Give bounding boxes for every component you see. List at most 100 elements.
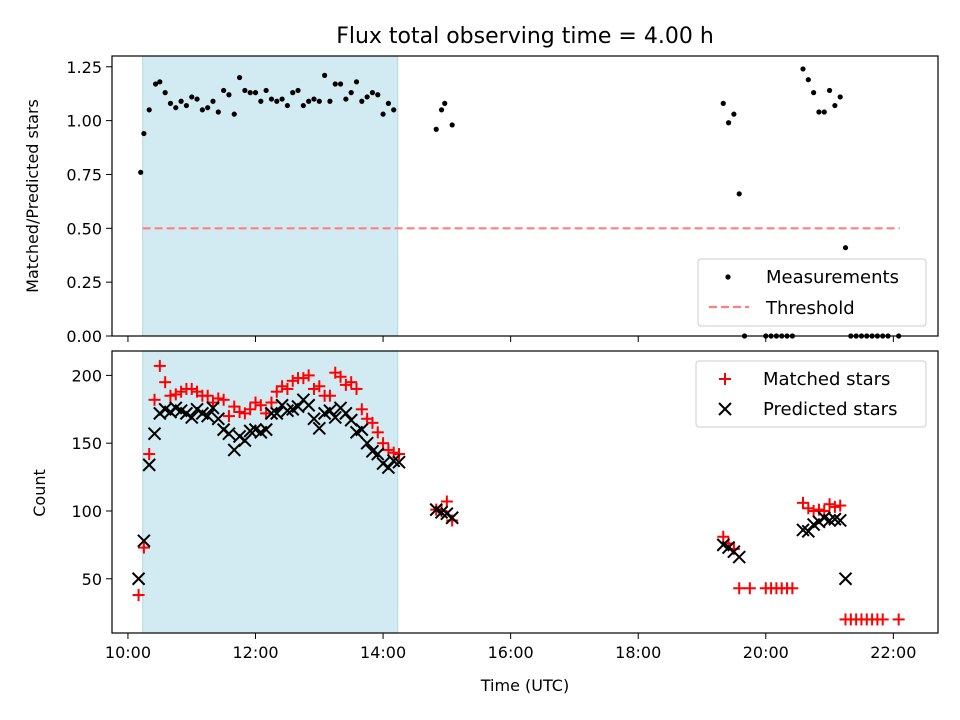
point-measurements bbox=[141, 130, 147, 137]
point-measurements bbox=[800, 66, 806, 72]
axes-frame bbox=[111, 350, 939, 634]
point-matched-stars bbox=[175, 385, 188, 398]
top-ylabel: Matched/Predicted stars bbox=[23, 99, 42, 293]
point-measurements bbox=[375, 92, 381, 98]
point-measurements bbox=[279, 96, 285, 102]
point-matched-stars bbox=[297, 372, 310, 385]
point-measurements bbox=[242, 87, 248, 94]
point-matched-stars bbox=[281, 382, 294, 395]
point-measurements bbox=[832, 102, 838, 109]
point-matched-stars bbox=[828, 500, 841, 513]
legend-label-measurements: Measurements bbox=[766, 267, 899, 288]
point-matched-stars bbox=[323, 389, 336, 402]
point-measurements bbox=[380, 111, 386, 117]
point-measurements bbox=[337, 81, 344, 87]
x-tick-label: 10:00 bbox=[105, 643, 151, 662]
axes-frame bbox=[111, 55, 939, 337]
observing-window-span bbox=[142, 350, 399, 634]
point-measurements bbox=[438, 107, 445, 113]
point-matched-stars bbox=[307, 382, 320, 395]
point-predicted-stars bbox=[323, 403, 337, 418]
y-tick-label: 0.25 bbox=[66, 273, 102, 292]
x-tick-label: 16:00 bbox=[488, 643, 534, 662]
point-measurements bbox=[811, 90, 817, 96]
point-measurements bbox=[247, 90, 253, 96]
point-measurements bbox=[152, 81, 159, 87]
y-tick-label: 0.00 bbox=[66, 327, 102, 346]
point-matched-stars bbox=[313, 380, 326, 393]
point-matched-stars bbox=[153, 359, 166, 372]
point-predicted-stars bbox=[392, 455, 406, 469]
point-measurements bbox=[274, 98, 280, 104]
point-measurements bbox=[348, 90, 354, 96]
point-measurements bbox=[805, 77, 811, 83]
point-predicted-stars bbox=[339, 406, 353, 421]
point-predicted-stars bbox=[137, 534, 151, 548]
point-predicted-stars bbox=[211, 412, 226, 426]
point-measurements bbox=[263, 87, 269, 94]
point-measurements bbox=[205, 105, 211, 111]
point-matched-stars bbox=[286, 374, 299, 387]
point-predicted-stars bbox=[381, 460, 396, 475]
point-measurements bbox=[210, 98, 216, 104]
point-predicted-stars bbox=[360, 436, 374, 450]
y-tick-label: 1.25 bbox=[66, 58, 102, 77]
point-matched-stars bbox=[802, 502, 815, 515]
point-matched-stars bbox=[201, 389, 214, 402]
point-predicted-stars bbox=[142, 458, 156, 472]
legend-label-matched: Matched stars bbox=[763, 369, 890, 390]
point-measurements bbox=[183, 102, 190, 109]
legend-marker-matched bbox=[719, 373, 731, 385]
point-matched-stars bbox=[233, 406, 246, 419]
point-measurements bbox=[173, 105, 179, 111]
point-matched-stars bbox=[339, 378, 352, 391]
point-predicted-stars bbox=[838, 572, 853, 586]
point-matched-stars bbox=[334, 370, 347, 383]
point-matched-stars bbox=[164, 389, 177, 402]
point-predicted-stars bbox=[264, 406, 279, 421]
point-predicted-stars bbox=[131, 572, 146, 586]
point-predicted-stars bbox=[732, 550, 746, 564]
observing-window-span bbox=[142, 55, 399, 337]
point-matched-stars bbox=[302, 369, 315, 382]
point-matched-stars bbox=[132, 589, 145, 602]
chart-title: Flux total observing time = 4.00 h bbox=[336, 24, 714, 49]
point-matched-stars bbox=[148, 393, 161, 406]
point-matched-stars bbox=[137, 541, 150, 554]
point-predicted-stars bbox=[200, 409, 215, 423]
bottom-xlabel: Time (UTC) bbox=[480, 676, 569, 695]
point-measurements bbox=[252, 90, 259, 96]
point-measurements bbox=[736, 191, 742, 197]
point-measurements bbox=[295, 87, 301, 94]
point-measurements bbox=[138, 169, 144, 175]
point-measurements bbox=[821, 109, 827, 115]
point-measurements bbox=[385, 100, 391, 106]
legend-label-predicted: Predicted stars bbox=[763, 399, 897, 420]
point-measurements bbox=[290, 90, 296, 96]
point-measurements bbox=[391, 107, 397, 113]
x-tick-label: 14:00 bbox=[360, 643, 406, 662]
point-matched-stars bbox=[807, 504, 820, 517]
point-matched-stars bbox=[717, 530, 730, 543]
point-measurements bbox=[322, 72, 328, 78]
point-measurements bbox=[369, 90, 376, 96]
point-predicted-stars bbox=[344, 413, 358, 427]
point-predicted-stars bbox=[355, 422, 369, 437]
point-predicted-stars bbox=[185, 410, 199, 425]
top-panel: 0.00 0.25 0.50 0.75 1.00 1.25 bbox=[66, 55, 939, 346]
point-matched-stars bbox=[228, 400, 241, 413]
point-measurements bbox=[359, 98, 365, 104]
point-predicted-stars bbox=[222, 426, 236, 441]
point-matched-stars bbox=[185, 382, 198, 395]
y-tick-label: 50 bbox=[82, 570, 102, 589]
point-matched-stars bbox=[366, 416, 379, 429]
point-measurements bbox=[816, 109, 822, 115]
point-matched-stars bbox=[244, 403, 257, 416]
point-matched-stars bbox=[345, 376, 358, 389]
point-measurements bbox=[725, 120, 732, 126]
point-measurements bbox=[311, 96, 317, 102]
point-measurements bbox=[343, 96, 349, 102]
point-matched-stars bbox=[382, 443, 395, 456]
y-tick-label: 150 bbox=[71, 434, 102, 453]
